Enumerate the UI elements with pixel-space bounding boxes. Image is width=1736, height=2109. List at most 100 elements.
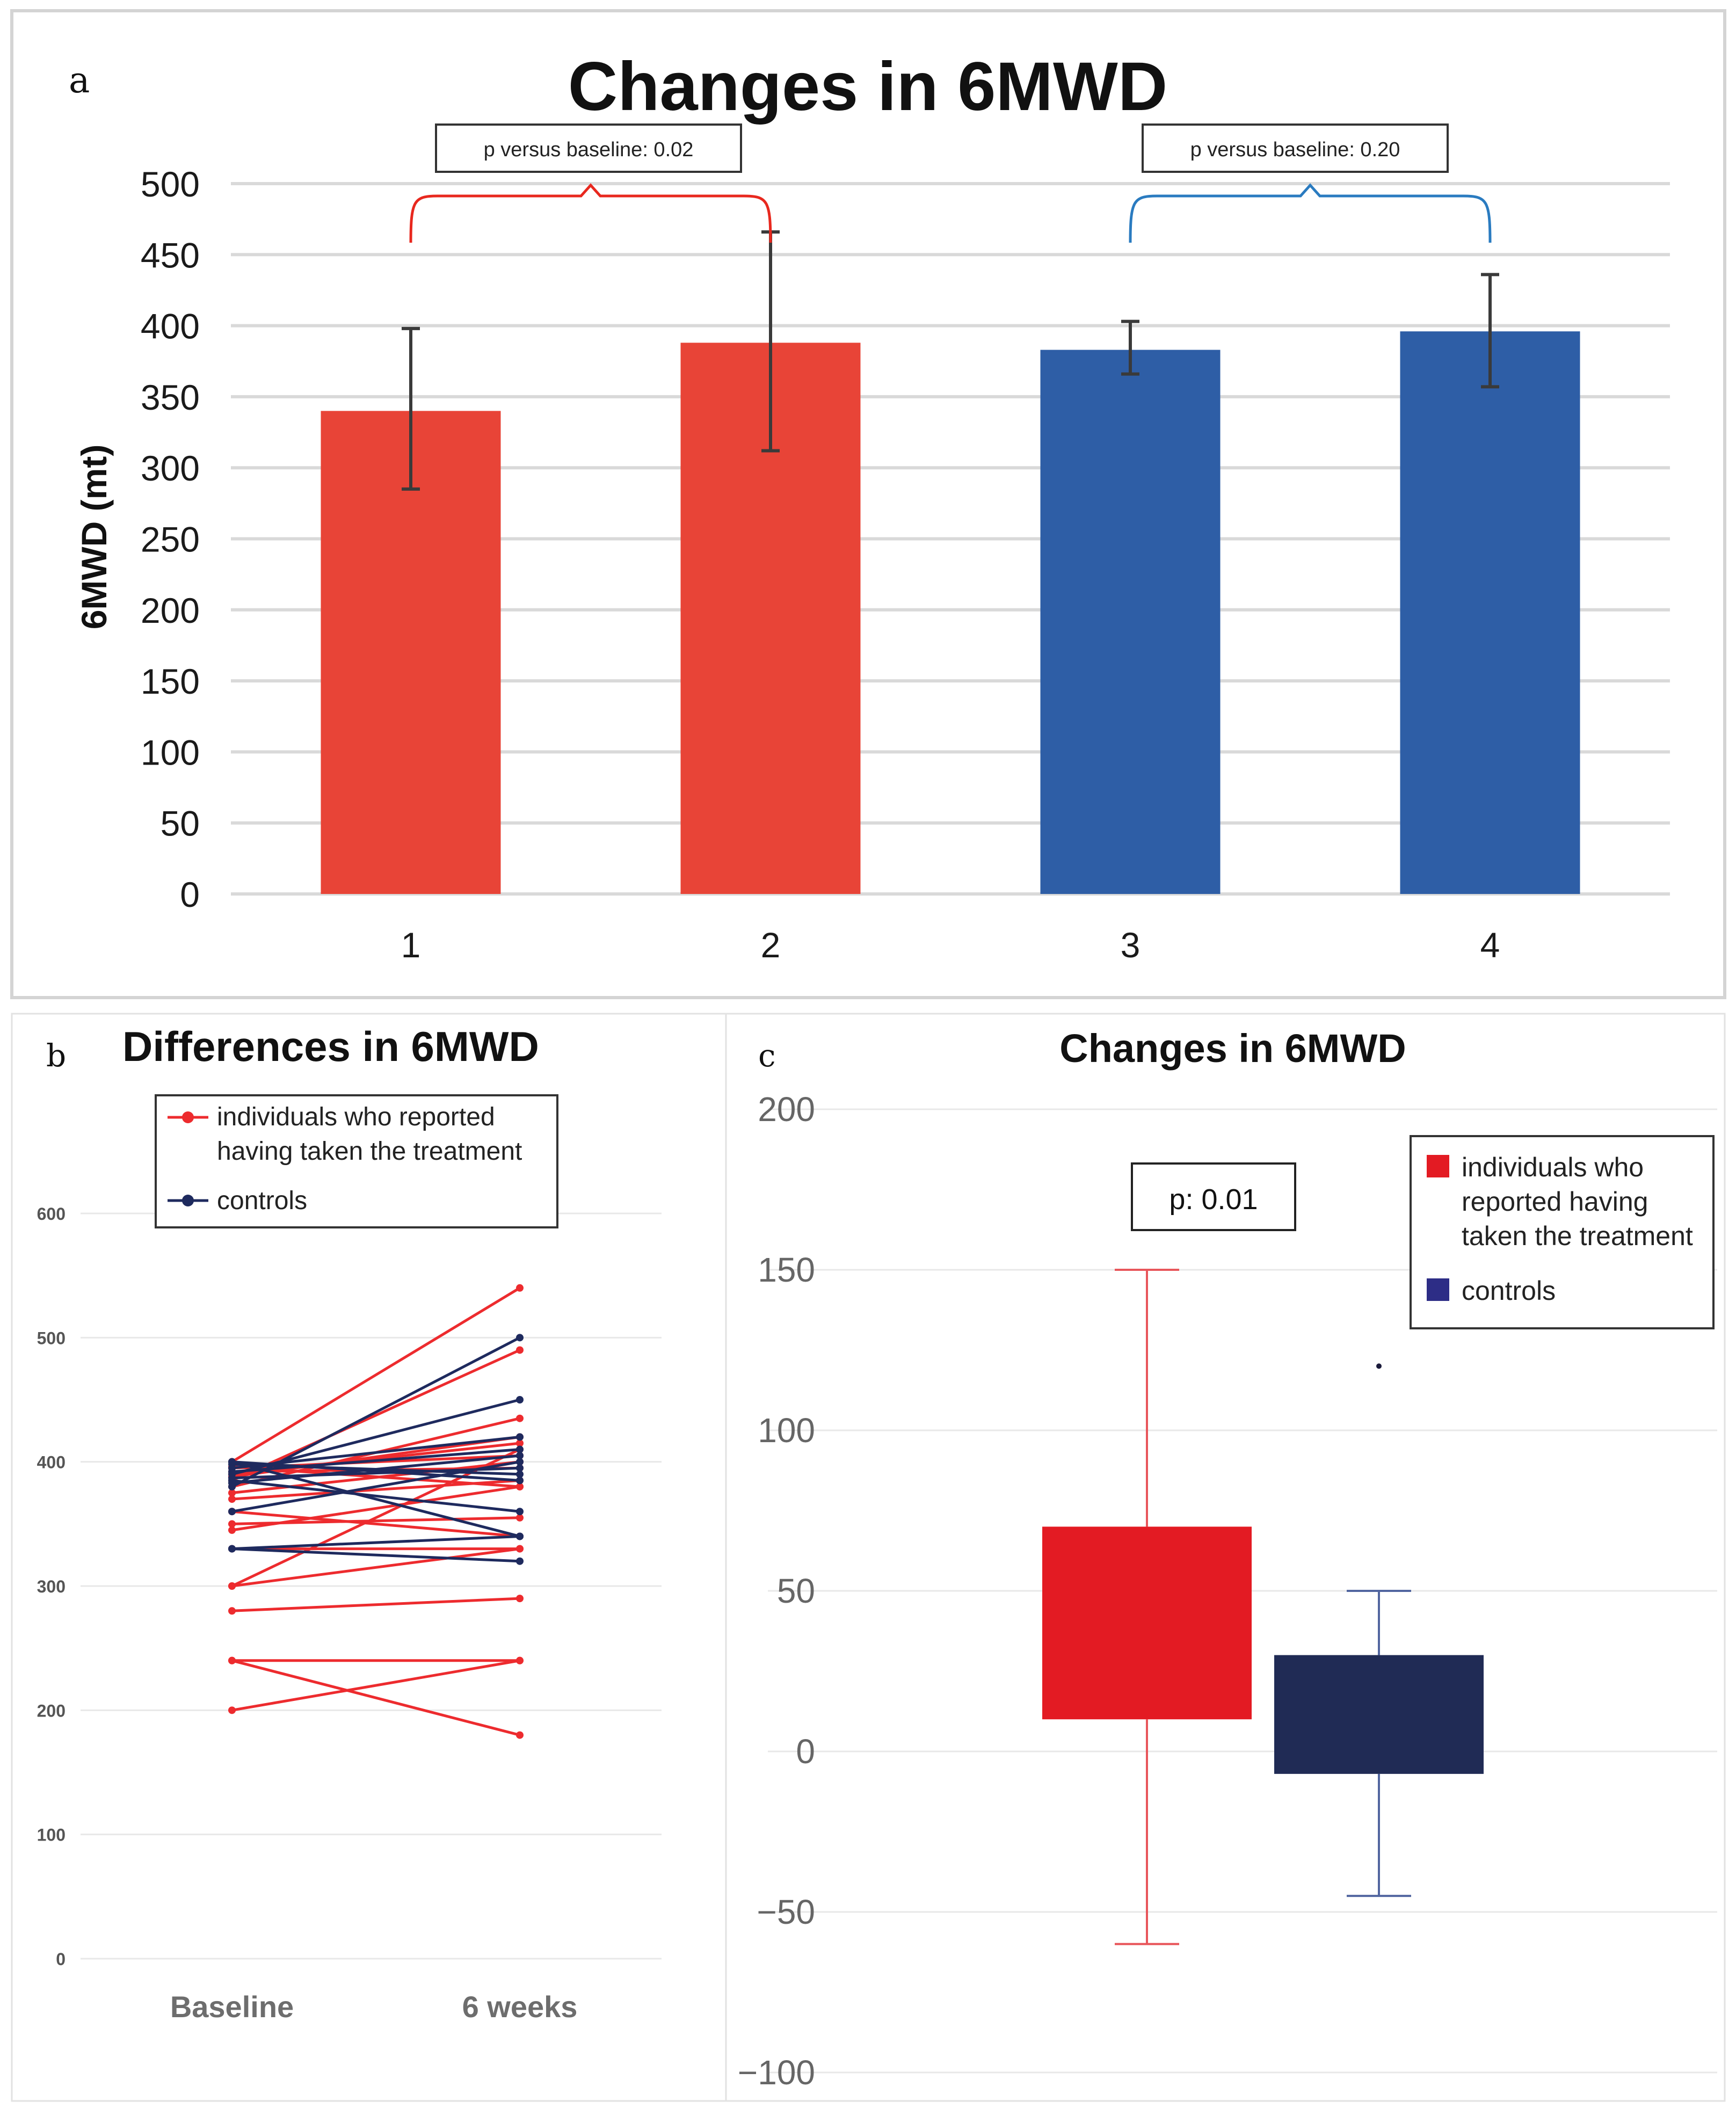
panel-b-ytick-label: 300 xyxy=(37,1577,66,1596)
panel-c-legend-label-2: controls xyxy=(1462,1276,1556,1306)
panel-a-label: a xyxy=(69,60,90,101)
panel-b-point-6weeks xyxy=(516,1439,524,1447)
panel-b-line-control xyxy=(231,1535,520,1551)
panel-b-point-6weeks xyxy=(516,1731,524,1739)
panel-b-line-control xyxy=(231,1454,520,1485)
panel-c-legend-swatch-1 xyxy=(1427,1155,1449,1177)
panel-c-annotation: p: 0.01 xyxy=(1169,1183,1258,1216)
panel-b-point-6weeks xyxy=(516,1508,524,1516)
panel-c-label: c xyxy=(758,1037,775,1074)
panel-c-legend-swatch-2 xyxy=(1427,1278,1449,1301)
panel-b-legend-marker-1 xyxy=(182,1111,194,1123)
panel-b-legend xyxy=(155,1094,558,1228)
panel-b-xtick-label: 6 weeks xyxy=(462,1990,578,2024)
panel-b-legend-marker-2 xyxy=(182,1195,194,1206)
panel-c-legend-label-1a: individuals who xyxy=(1462,1152,1644,1182)
panel-b-label: b xyxy=(46,1037,66,1074)
panel-a-xtick-label: 4 xyxy=(1480,925,1500,965)
panel-b-point-6weeks xyxy=(516,1334,524,1342)
panel-b-line-treated xyxy=(231,1516,520,1525)
panel-b-point-baseline xyxy=(228,1607,236,1615)
panel-b-legend-label-2: controls xyxy=(217,1187,307,1215)
panel-a-border xyxy=(10,9,1726,999)
panel-b-point-baseline xyxy=(228,1508,236,1516)
panel-b-point-6weeks xyxy=(516,1346,524,1354)
panel-b-point-6weeks xyxy=(516,1514,524,1522)
panel-b-point-6weeks xyxy=(516,1470,524,1478)
panel-a-bar-4 xyxy=(1400,331,1580,894)
panel-c-ytick-label: 100 xyxy=(758,1411,815,1450)
panel-b-yticks: 0 100 200 300 400 500 600 xyxy=(37,1204,66,1969)
panel-a-bars xyxy=(321,331,1580,894)
panel-a-ytick-label: 200 xyxy=(141,591,200,630)
panel-a-ytick-label: 0 xyxy=(180,875,200,914)
panel-b-line-control xyxy=(231,1466,520,1480)
panel-a-xtick-label: 3 xyxy=(1121,925,1141,965)
panel-b-point-6weeks xyxy=(516,1482,524,1490)
panel-a-ytick-label: 50 xyxy=(161,804,200,843)
panel-c-ytick-label: −100 xyxy=(738,2053,815,2092)
panel-a-annotation-1: p versus baseline: 0.02 xyxy=(484,139,694,161)
panel-b-line-control xyxy=(231,1547,520,1563)
panel-b-line-control xyxy=(231,1448,520,1473)
panel-c-ytick-label: 200 xyxy=(758,1090,815,1129)
panel-b-point-baseline xyxy=(228,1489,236,1497)
panel-b-ytick-label: 500 xyxy=(37,1328,66,1348)
panel-c-ytick-label: 0 xyxy=(796,1732,815,1771)
panel-a-ytick-label: 250 xyxy=(141,520,200,559)
panel-b-point-6weeks xyxy=(516,1414,524,1422)
panel-a-bar-1 xyxy=(321,411,501,894)
panel-b-point-6weeks xyxy=(516,1557,524,1565)
panel-b-line-control xyxy=(231,1479,520,1513)
panel-c-annotation-box xyxy=(1131,1162,1296,1231)
panel-a-xtick-label: 1 xyxy=(401,925,421,965)
panel-b-point-baseline xyxy=(228,1656,236,1664)
panel-a-annotation-box-1 xyxy=(435,123,742,173)
panel-b-point-6weeks xyxy=(516,1464,524,1472)
panel-b-line-treated xyxy=(231,1597,520,1612)
panel-b-line-treated xyxy=(231,1286,521,1463)
panel-c-boxes xyxy=(1042,1269,1484,1945)
panel-c-outlier-control xyxy=(1376,1363,1382,1369)
panel-c-legend-label-1b: reported having xyxy=(1462,1187,1648,1217)
panel-b-point-6weeks xyxy=(516,1656,524,1664)
panel-b-point-6weeks xyxy=(516,1452,524,1460)
panel-b-point-6weeks xyxy=(516,1545,524,1553)
panel-b-line-treated xyxy=(231,1349,521,1482)
panel-b-line-treated xyxy=(231,1510,520,1538)
panel-b-point-baseline xyxy=(228,1495,236,1503)
panel-c-box-plot: c Changes in 6MWD −100 −50 0 50 100 150 200 p:… xyxy=(725,1013,1726,2102)
panel-a-brace-2 xyxy=(1129,183,1492,243)
panel-a-ytick-label: 500 xyxy=(141,164,200,204)
panel-b-xticks: Baseline 6 weeks xyxy=(170,1990,578,2024)
panel-a-yticks: 0 50 100 150 200 250 300 350 400 450 500 xyxy=(141,164,200,914)
panel-b-line-treated xyxy=(231,1659,520,1712)
panel-b-ytick-label: 400 xyxy=(37,1453,66,1472)
panel-c-legend xyxy=(1410,1135,1715,1329)
panel-b-point-6weeks xyxy=(516,1284,524,1292)
panel-b-ytick-label: 600 xyxy=(37,1204,66,1224)
panel-b-ytick-label: 100 xyxy=(37,1826,66,1845)
panel-b-point-6weeks xyxy=(516,1477,524,1485)
panel-b-line-control xyxy=(231,1460,520,1538)
panel-b-line-control xyxy=(231,1460,520,1482)
panel-b-xtick-label: Baseline xyxy=(170,1990,294,2024)
panel-b-line-treated xyxy=(231,1547,520,1588)
panel-a-title: Changes in 6MWD xyxy=(568,48,1168,125)
panel-a-xtick-label: 2 xyxy=(761,925,781,965)
panel-a-annotation-box-2 xyxy=(1142,123,1449,173)
panel-b-point-baseline xyxy=(228,1545,236,1553)
panel-c-ytick-label: 150 xyxy=(758,1250,815,1289)
panel-b-line-control xyxy=(231,1435,520,1470)
panel-a-ytick-label: 300 xyxy=(141,448,200,488)
panel-a-brace-1 xyxy=(409,183,772,243)
panel-a-bar-chart: a Changes in 6MWD 6MWD (mt) 0 50 100 150 200… xyxy=(10,9,1726,999)
panel-b-legend-label-1b: having taken the treatment xyxy=(217,1137,522,1166)
panel-b-point-baseline xyxy=(228,1526,236,1534)
panel-b-point-6weeks xyxy=(516,1433,524,1441)
panel-b-point-6weeks xyxy=(516,1396,524,1403)
panel-c-box-control xyxy=(1274,1655,1484,1774)
panel-b-line-chart: b Differences in 6MWD 0 100 200 300 400 500 60… xyxy=(11,1013,727,2102)
panel-b-line-treated xyxy=(231,1659,520,1737)
panel-a-error-bars xyxy=(402,230,1499,491)
